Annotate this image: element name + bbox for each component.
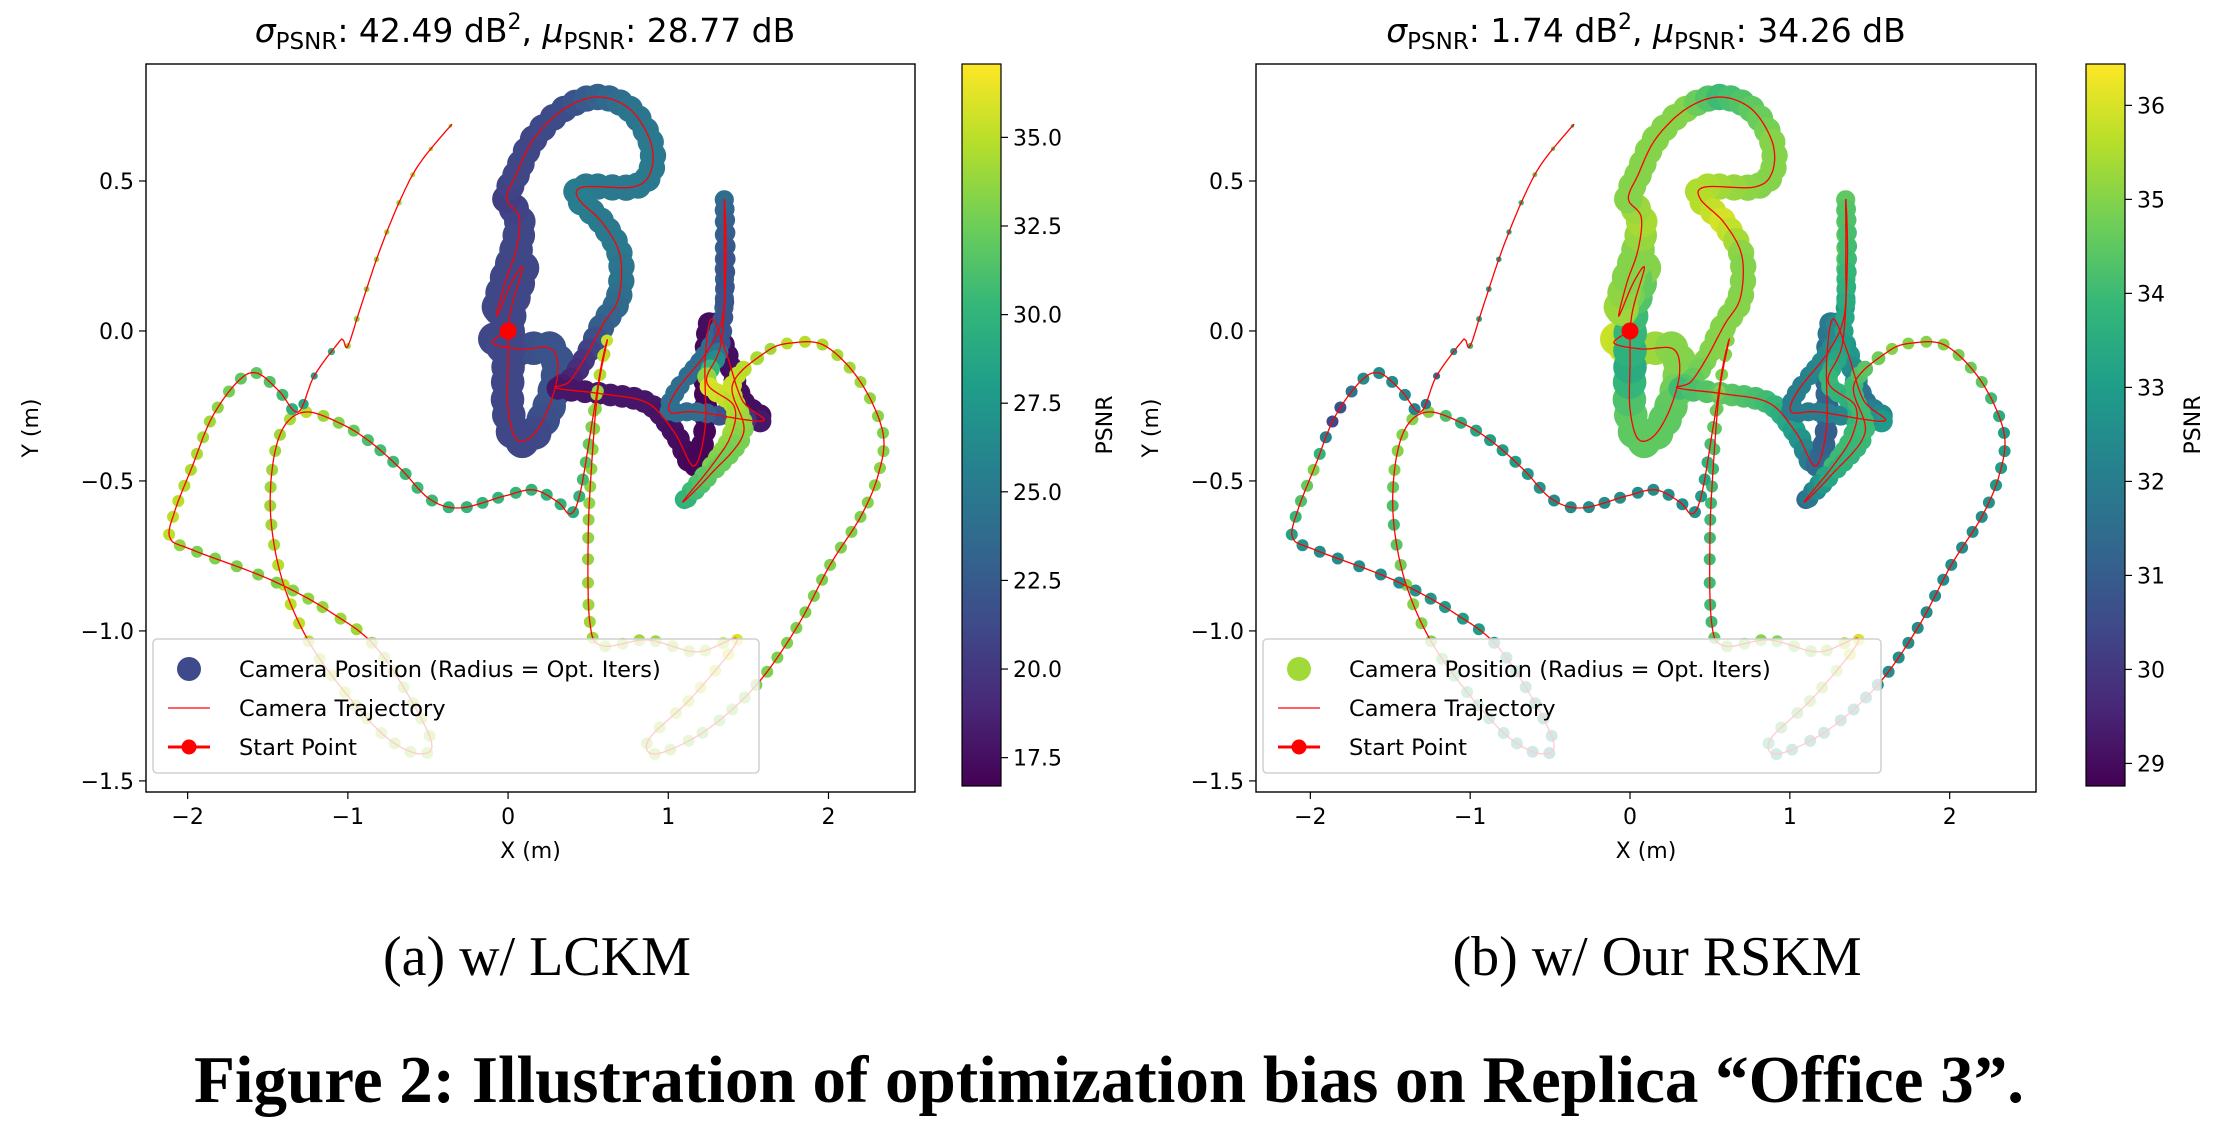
title-sep: , <box>521 11 542 50</box>
legend: Camera Position (Radius = Opt. Iters) Cam… <box>1262 638 1882 774</box>
legend-label: Camera Position (Radius = Opt. Iters) <box>1349 657 1771 683</box>
colorbar <box>2085 63 2126 787</box>
title-mu-value: : 28.77 dB <box>625 11 795 50</box>
colorbar-tick-label: 30 <box>2137 658 2165 683</box>
start-point-marker <box>499 322 517 340</box>
x-axis-label: X (m) <box>1616 839 1677 864</box>
title-sigma-sub: PSNR <box>276 29 338 55</box>
y-tick-label: 0.0 <box>1209 320 1244 345</box>
figure-caption: Figure 2: Illustration of optimization b… <box>194 1043 2024 1117</box>
x-tick-label: 1 <box>1783 805 1797 830</box>
colorbar-tick-label: 34 <box>2137 282 2165 307</box>
legend-label: Start Point <box>239 735 357 761</box>
y-tick-label: −1.0 <box>81 620 134 645</box>
axes-frame <box>1255 63 2037 793</box>
chart-title: σPSNR: 1.74 dB2, μPSNR: 34.26 dB <box>1386 10 1906 55</box>
title-mu: μ <box>541 11 563 50</box>
title-sigma-value: : 42.49 dB <box>337 11 507 50</box>
colorbar-label: PSNR <box>2181 396 2206 455</box>
title-sigma: σ <box>1386 11 1408 50</box>
x-tick-label: 2 <box>821 805 835 830</box>
x-tick-label: −1 <box>332 805 364 830</box>
y-axis-label: Y (m) <box>19 398 44 458</box>
title-mu-value: : 34.26 dB <box>1736 11 1906 50</box>
y-axis-label: Y (m) <box>1139 398 1164 458</box>
legend-marker-start <box>181 739 197 755</box>
x-tick-label: −2 <box>171 805 203 830</box>
y-tick-label: −0.5 <box>81 470 134 495</box>
colorbar-tick-label: 30.0 <box>1013 304 1062 329</box>
title-mu: μ <box>1652 11 1674 50</box>
colorbar-tick-label: 25.0 <box>1013 481 1062 506</box>
colorbar-tick-label: 32 <box>2137 470 2165 495</box>
colorbar-tick-label: 36 <box>2137 94 2165 119</box>
colorbar <box>961 63 1002 787</box>
plot-area <box>1285 83 2011 761</box>
legend-label: Camera Trajectory <box>1349 696 1556 722</box>
title-sigma-value: : 1.74 dB <box>1469 11 1618 50</box>
title-sigma-sup: 2 <box>507 10 521 35</box>
colorbar-tick-label: 32.5 <box>1013 215 1062 240</box>
y-tick-label: 0.0 <box>99 320 134 345</box>
colorbar-tick-label: 17.5 <box>1013 747 1062 772</box>
legend-marker-start <box>1291 739 1307 755</box>
legend-marker-camera-position <box>1287 657 1311 681</box>
colorbar-tick-label: 35.0 <box>1013 126 1062 151</box>
title-sigma-sup: 2 <box>1618 10 1632 35</box>
title-mu-sub: PSNR <box>1674 29 1736 55</box>
axes-frame <box>145 63 916 793</box>
legend-marker-camera-position <box>177 657 201 681</box>
legend-label: Camera Position (Radius = Opt. Iters) <box>239 657 661 683</box>
y-tick-label: −1.5 <box>1191 770 1244 795</box>
chart-title: σPSNR: 42.49 dB2, μPSNR: 28.77 dB <box>255 10 796 55</box>
colorbar-tick-label: 20.0 <box>1013 658 1062 683</box>
subcaption-b: (b) w/ Our RSKM <box>1452 926 1861 988</box>
x-tick-label: 2 <box>1943 805 1957 830</box>
y-tick-label: 0.5 <box>1209 170 1244 195</box>
colorbar-tick-label: 29 <box>2137 752 2165 777</box>
title-sep: , <box>1632 11 1653 50</box>
legend-label: Start Point <box>1349 735 1467 761</box>
title-mu-sub: PSNR <box>563 29 625 55</box>
title-sigma-sub: PSNR <box>1407 29 1469 55</box>
colorbar-label: PSNR <box>1093 396 1118 455</box>
title-sigma: σ <box>255 11 277 50</box>
x-tick-label: 0 <box>501 805 515 830</box>
colorbar-tick-label: 33 <box>2137 376 2165 401</box>
plot-area <box>163 83 890 761</box>
legend-box <box>1262 638 1882 774</box>
y-tick-label: 0.5 <box>99 170 134 195</box>
y-tick-label: −1.5 <box>81 770 134 795</box>
x-tick-label: −1 <box>1454 805 1486 830</box>
legend: Camera Position (Radius = Opt. Iters) Cam… <box>152 638 760 774</box>
x-tick-label: 1 <box>661 805 675 830</box>
y-tick-label: −1.0 <box>1191 620 1244 645</box>
y-tick-label: −0.5 <box>1191 470 1244 495</box>
colorbar-tick-label: 35 <box>2137 188 2165 213</box>
panel-a: σPSNR: 42.49 dB2, μPSNR: 28.77 dBCamera … <box>19 10 1118 864</box>
legend-label: Camera Trajectory <box>239 696 446 722</box>
start-point-marker <box>1621 322 1639 340</box>
x-tick-label: −2 <box>1294 805 1326 830</box>
colorbar-tick-label: 27.5 <box>1013 392 1062 417</box>
x-tick-label: 0 <box>1623 805 1637 830</box>
colorbar-tick-label: 22.5 <box>1013 569 1062 594</box>
legend-box <box>152 638 760 774</box>
colorbar-tick-label: 31 <box>2137 564 2165 589</box>
x-axis-label: X (m) <box>500 839 561 864</box>
subcaption-a: (a) w/ LCKM <box>383 926 691 988</box>
